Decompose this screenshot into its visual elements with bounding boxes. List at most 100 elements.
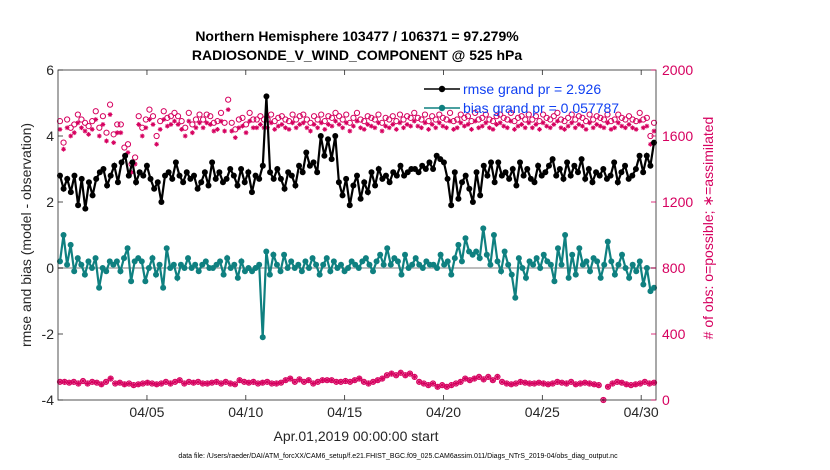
bias-point [156,261,163,268]
obs-low-assimilated-point [297,376,302,382]
obs-assimilated-point [372,125,378,131]
obs-assimilated-point [626,122,632,127]
rmse-point [256,175,263,182]
obs-possible-point [314,116,321,123]
obs-low-assimilated-point [135,381,141,387]
obs-possible-point [396,111,404,118]
rmse-point [267,169,274,176]
right-tick-label: 400 [662,326,686,342]
obs-low-assimilated-point [103,379,109,385]
bias-point [444,258,451,265]
obs-low-possible-point [102,378,110,385]
obs-low-assimilated-point [117,380,123,386]
obs-assimilated-point [75,120,81,126]
obs-low-assimilated-point [320,377,325,383]
obs-low-assimilated-point [237,377,242,383]
bias-point [128,278,135,285]
rmse-point [270,175,277,182]
rmse-point [288,172,295,179]
obs-low-assimilated-point [62,379,67,385]
obs-low-assimilated-point [75,381,81,386]
rmse-point [524,166,531,172]
rmse-point [212,175,219,182]
obs-assimilated-point [132,161,138,167]
obs-low-assimilated-point [204,381,210,386]
rmse-point [607,172,614,179]
obs-possible-point [618,114,625,121]
obs-assimilated-point [57,127,63,132]
obs-low-assimilated-point [301,379,307,385]
rmse-point [491,179,498,186]
obs-low-assimilated-point [356,376,362,381]
rmse-point [78,175,85,182]
obs-assimilated-point [351,123,356,129]
obs-possible-point [99,113,107,120]
rmse-point [618,169,625,176]
obs-assimilated-point [71,130,77,136]
obs-low-assimilated-point [499,379,505,385]
left-tick-label: 6 [46,62,54,78]
obs-assimilated-point [615,120,621,126]
rmse-point [502,169,509,176]
obs-assimilated-point [68,133,74,139]
obs-assimilated-point [193,125,199,131]
obs-low-possible-point [457,378,464,385]
bias-point [64,261,71,268]
obs-assimilated-point [544,123,550,129]
rmse-point [118,159,125,166]
obs-possible-point [300,111,307,118]
rmse-point [350,182,357,189]
obs-assimilated-point [501,123,507,129]
rmse-point [564,159,571,166]
rmse-point [553,172,560,179]
obs-possible-point [414,114,421,121]
obs-possible-point [586,111,593,118]
bias-point [88,265,95,271]
obs-assimilated-point [243,130,249,136]
obs-possible-point [554,109,561,117]
obs-possible-point [561,118,568,125]
obs-low-assimilated-point [145,380,150,386]
obs-possible-point [85,123,92,130]
obs-possible-point [268,111,275,118]
rmse-point [357,195,364,202]
bias-point [619,251,626,258]
x-tick-label: 04/30 [624,404,659,420]
obs-low-possible-point [429,380,437,387]
rmse-point [364,189,371,196]
obs-low-possible-point [176,377,183,384]
obs-assimilated-point [605,120,610,126]
obs-assimilated-point [447,118,453,124]
obs-low-possible-point [489,377,496,384]
obs-low-possible-point [411,373,418,380]
bias-point [281,251,288,258]
obs-low-assimilated-point [154,381,160,387]
rmse-point [85,179,92,186]
rmse-point [75,202,82,209]
rmse-point [274,166,281,172]
right-tick-label: 1600 [662,128,693,144]
obs-assimilated-point [526,120,532,126]
obs-assimilated-point [479,123,485,129]
obs-low-assimilated-point [122,381,127,387]
right-tick-label: 0 [662,392,670,408]
obs-possible-point [418,116,425,123]
obs-assimilated-point [583,127,589,132]
bias-point [629,261,636,268]
obs-assimilated-point [365,122,371,127]
obs-assimilated-point [576,122,582,127]
rmse-series [56,93,658,212]
obs-low-assimilated-point [407,371,413,376]
bias-point [597,274,604,281]
obs-possible-point [160,108,167,115]
obs-low-assimilated-point [89,379,95,385]
obs-assimilated-point [601,125,607,131]
rmse-point [531,179,538,186]
bias-point [377,251,384,258]
rmse-point [585,166,592,172]
rmse-point [165,169,172,176]
rmse-point [114,179,121,186]
obs-assimilated-point [497,120,503,126]
obs-possible-point [353,109,361,117]
left-tick-label: -4 [42,392,55,408]
